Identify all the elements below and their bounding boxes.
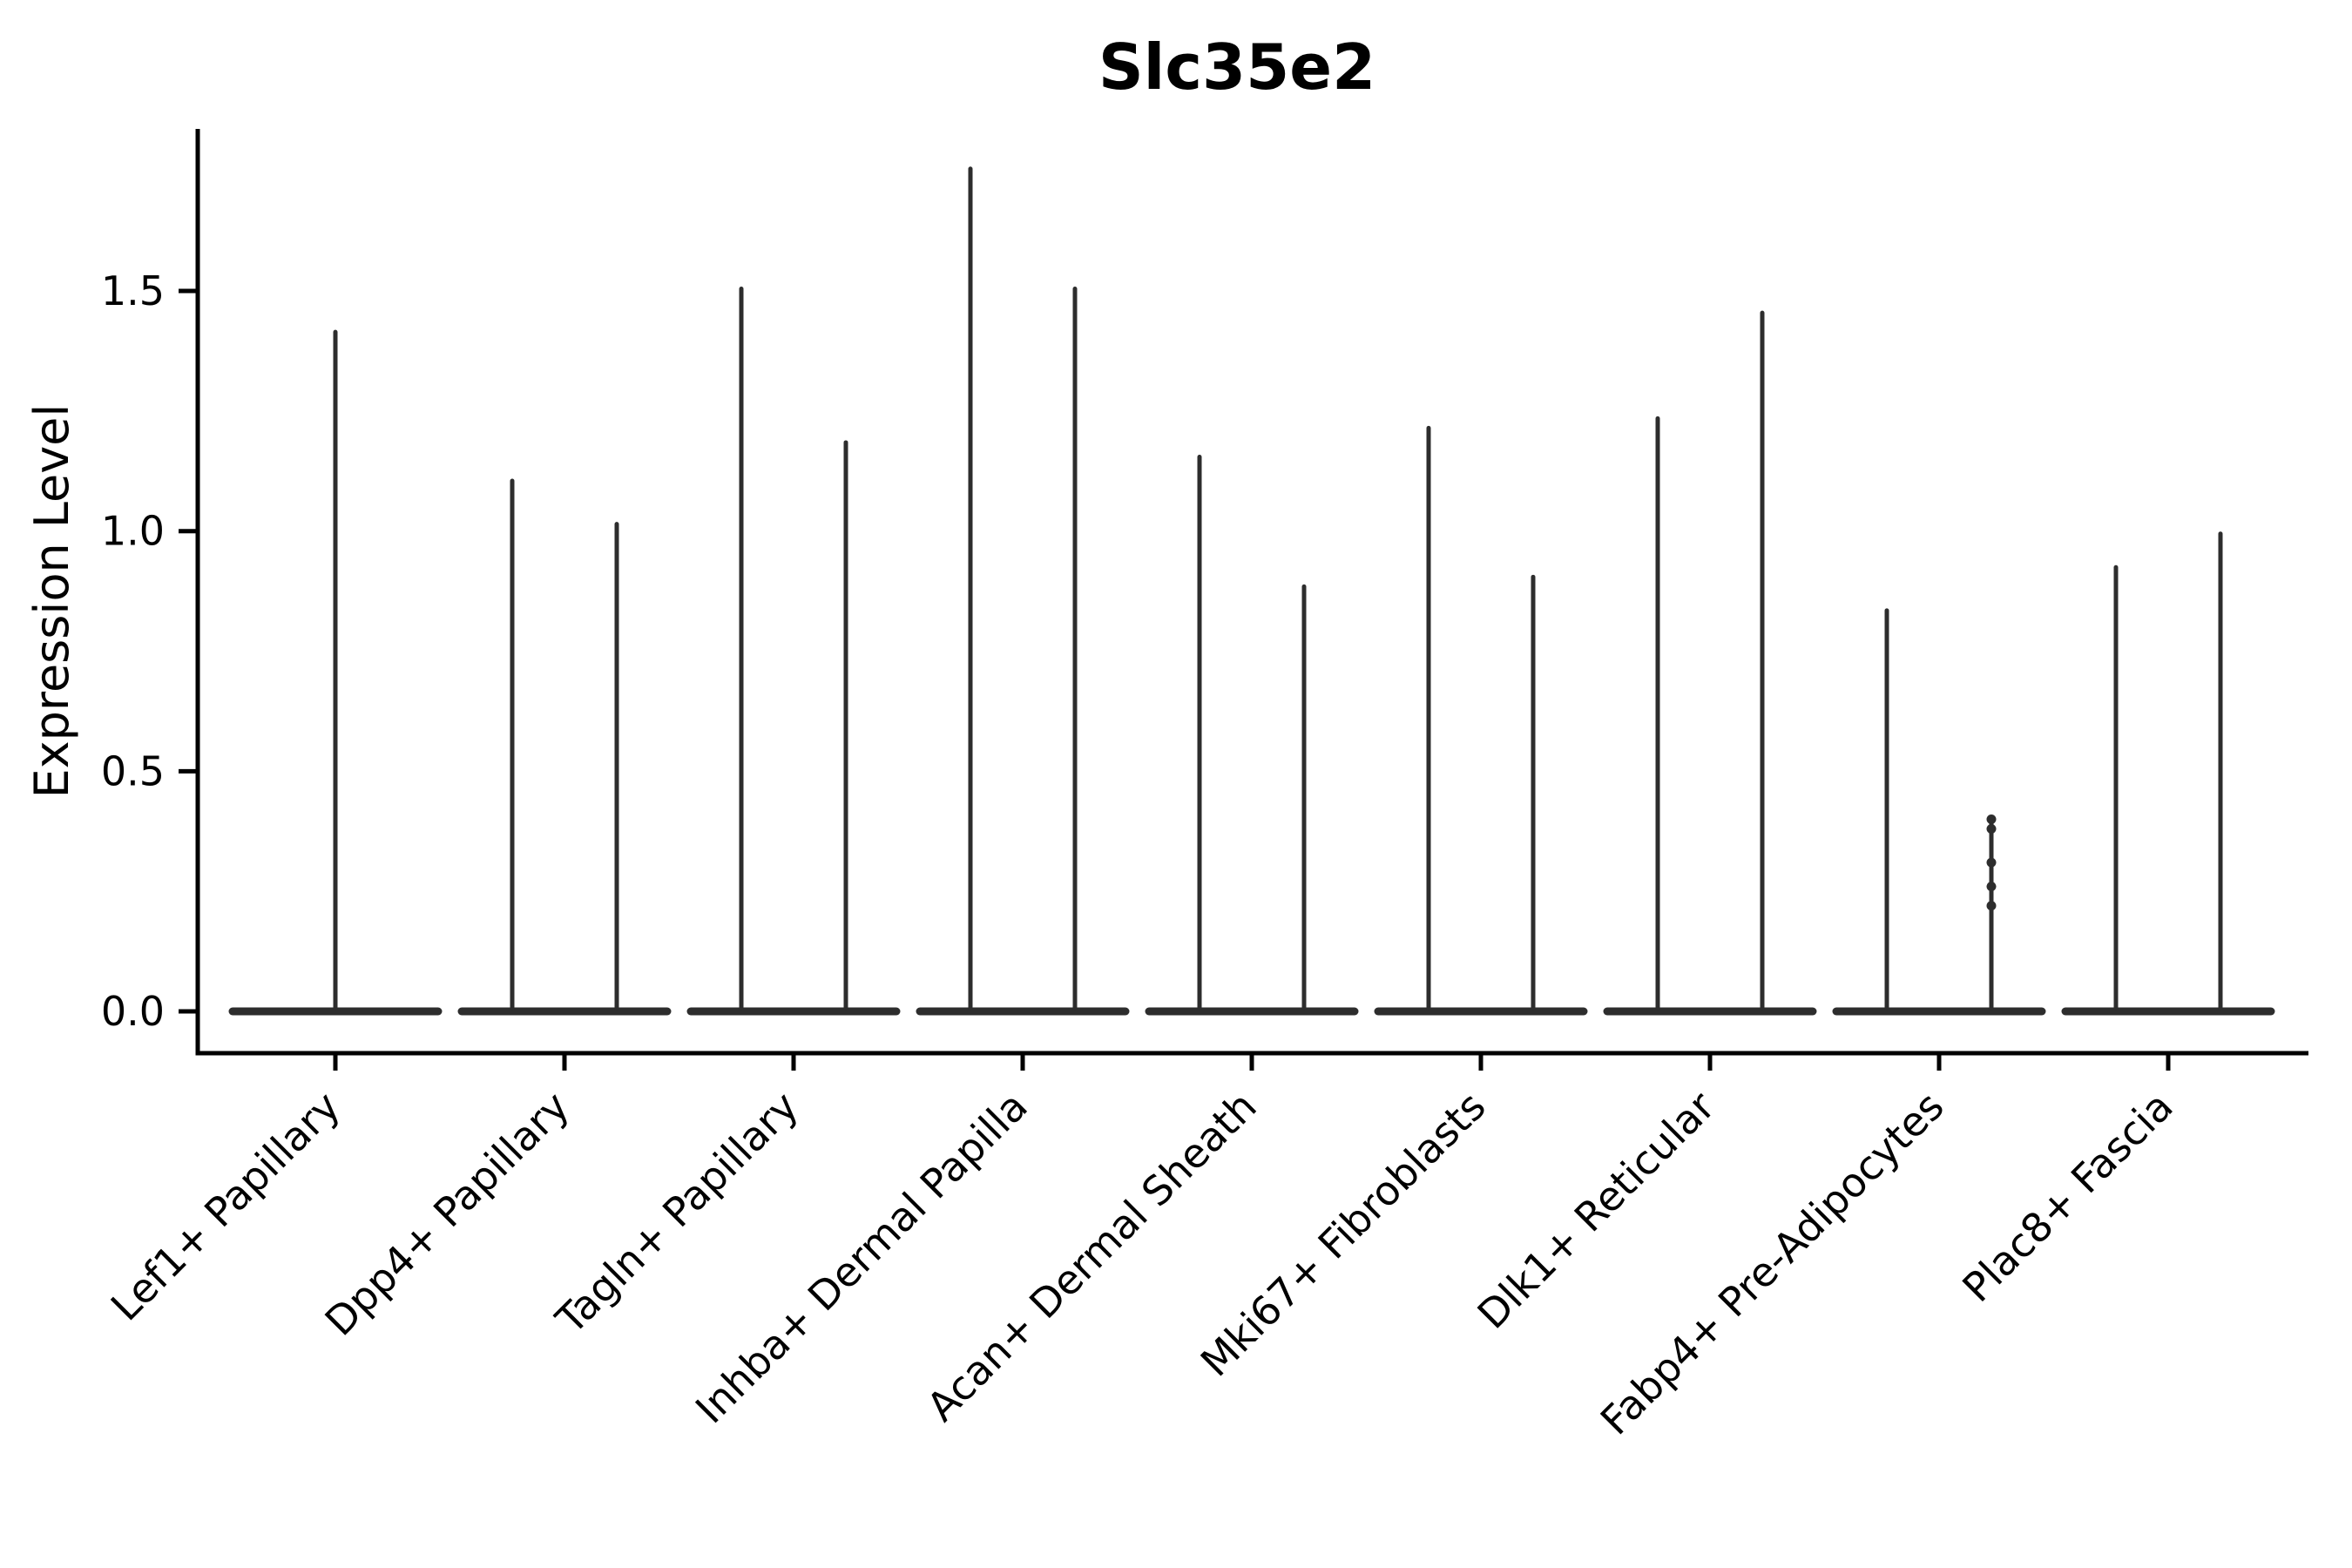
violin-group — [1832, 608, 2046, 1016]
violin-group — [1603, 310, 1817, 1016]
y-tick-label: 1.5 — [101, 267, 165, 314]
y-tick-label: 0.5 — [101, 747, 165, 794]
violin-group — [1374, 425, 1588, 1016]
chart-title: Slc35e2 — [1098, 30, 1375, 104]
x-tick-label: Tagln+ Papillary — [546, 1083, 808, 1344]
y-axis-label: Expression Level — [24, 404, 79, 799]
y-tick-label: 1.0 — [101, 508, 165, 555]
violins — [228, 166, 2275, 1016]
violin-group — [228, 329, 443, 1016]
violin-group — [457, 478, 672, 1016]
x-tick-label: Lef1+ Papillary — [102, 1083, 349, 1330]
jitter-point — [1986, 857, 1997, 868]
violin-group — [1145, 454, 1359, 1016]
x-tick-label: Plac8+ Fascia — [1953, 1083, 2181, 1311]
violin-group — [916, 166, 1130, 1016]
violin-group — [686, 287, 901, 1016]
jitter-point — [1986, 882, 1997, 892]
jitter-point — [1986, 901, 1997, 911]
violin-group — [2061, 531, 2275, 1016]
x-tick-label: Dlk1+ Reticular — [1469, 1083, 1724, 1338]
jitter-point — [1986, 824, 1997, 835]
y-tick-label: 0.0 — [101, 988, 165, 1035]
jitter-point — [1986, 814, 1997, 824]
x-tick-label: Dpp4+ Papillary — [316, 1083, 578, 1345]
